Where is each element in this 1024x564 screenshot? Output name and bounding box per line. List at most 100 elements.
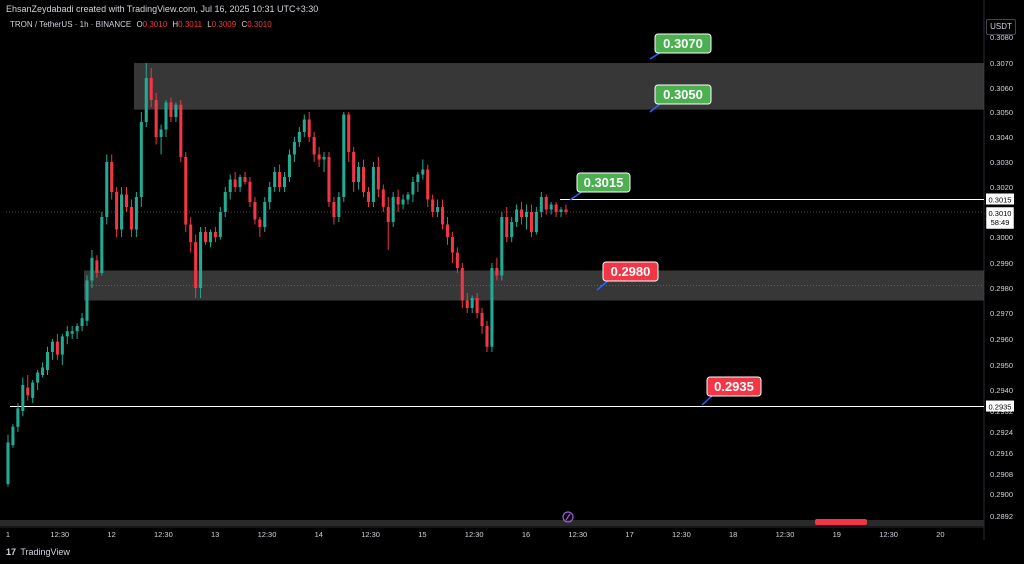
candle-body [455,252,459,268]
candle-body [450,237,454,253]
candle-body [80,318,84,326]
bottom-strip [0,520,984,526]
candle-body [36,372,40,383]
candle-body [465,300,469,308]
time-axis[interactable]: 1 12:30 12 12:30 13 12:30 14 12:30 15 12:30 16 12:3… [6,519,945,539]
price-axis[interactable]: 0.3080 0.3070 0.3060 0.3050 0.3040 0.3030 0.30… [985,33,1015,521]
candle-body [159,129,163,137]
candle-body [524,212,529,217]
candle-body [376,167,380,190]
bar-countdown-label: 58:49 [991,218,1010,227]
candle-body [357,167,361,182]
callout-box [602,261,659,282]
low-value: 0.3009 [211,20,237,29]
currency-button[interactable]: USDT [986,19,1016,35]
candle-body [396,197,400,205]
horizontal-levels [6,199,984,408]
x-tick-label: 20 [936,530,944,539]
candle-body [228,179,232,192]
y-tick-label: 0.2950 [990,361,1013,370]
y-tick-label: 0.3050 [990,108,1013,117]
candle-body [475,298,479,313]
candle-body [534,212,538,232]
candle-body [189,224,193,243]
candle-body [278,172,282,187]
candle-body [544,197,548,210]
candle-body [554,204,558,212]
candle-body [510,222,514,237]
candle-body [223,192,227,212]
candle-body [297,132,301,142]
candle-body [238,177,242,187]
candle-body [208,232,212,243]
callout-0.3015: 0.3015 [569,172,631,201]
candle-body [164,102,168,130]
candle-body [431,199,435,212]
candle-body [327,157,331,202]
callout-0.3050: 0.3050 [649,84,712,113]
symbol-name[interactable]: TRON / TetherUS · 1h · BINANCE [10,20,132,29]
y-tick-label: 0.3020 [990,183,1013,192]
candle-body [26,387,30,396]
callout-label: 0.3070 [663,36,703,51]
y-tick-label: 0.2900 [990,490,1013,499]
candle-body [16,408,20,427]
candle-body [144,78,148,122]
x-tick-label: 12:30 [879,530,898,539]
close-value: 0.3010 [247,20,272,29]
candle-body [416,174,420,182]
candle-body [362,167,366,192]
candle-body [11,426,15,446]
y-tick-label: 0.2940 [990,386,1013,395]
open-value: 0.3010 [142,20,168,29]
candle-body [559,209,563,212]
x-tick-label: 12:30 [361,530,380,539]
y-tick-label: 0.2924 [990,428,1013,437]
candle-body [50,341,54,352]
candle-body [70,331,74,334]
candle-body [564,209,568,212]
candle-body [500,217,504,276]
tradingview-brand: 17 TradingView [6,547,70,557]
open-label: O [136,20,143,29]
candle-body [505,217,509,237]
candle-body [406,194,410,200]
candle-body [342,114,346,197]
candle-body [174,104,178,117]
event-flag-icon[interactable] [562,511,574,523]
time-range-marker [815,519,867,525]
candle-body [41,367,45,375]
candle-body [21,385,25,411]
event-flag-icon-bolt [565,513,571,521]
x-tick-label: 13 [211,530,219,539]
candle-body [490,268,494,347]
x-tick-label: 16 [522,530,530,539]
candle-body [292,142,296,155]
candle-body [31,382,35,398]
y-tick-label: 0.2970 [990,309,1013,318]
candle-body [139,122,143,197]
x-tick-label: 14 [315,530,323,539]
x-tick-label: 12 [107,530,115,539]
chart-misc [562,511,574,523]
candle-body [134,197,138,230]
callout-pointer [701,394,714,406]
x-tick-label: 1 [6,530,10,539]
y-tick-label: 0.2990 [990,259,1013,268]
candle-body [391,197,395,222]
candle-body [307,119,311,137]
candle-body [520,209,524,217]
callout-0.3070: 0.3070 [649,33,712,60]
candle-body [85,280,89,321]
callout-label: 0.2935 [714,379,754,394]
candle-body [129,207,133,230]
candle-body [401,199,405,205]
candle-body [95,260,99,273]
x-tick-label: 17 [625,530,633,539]
y-tick-label: 0.3000 [990,233,1013,242]
candle-body [529,212,533,232]
y-tick-label: 0.3040 [990,133,1013,142]
candle-body [105,162,109,217]
candle-body [243,177,247,182]
